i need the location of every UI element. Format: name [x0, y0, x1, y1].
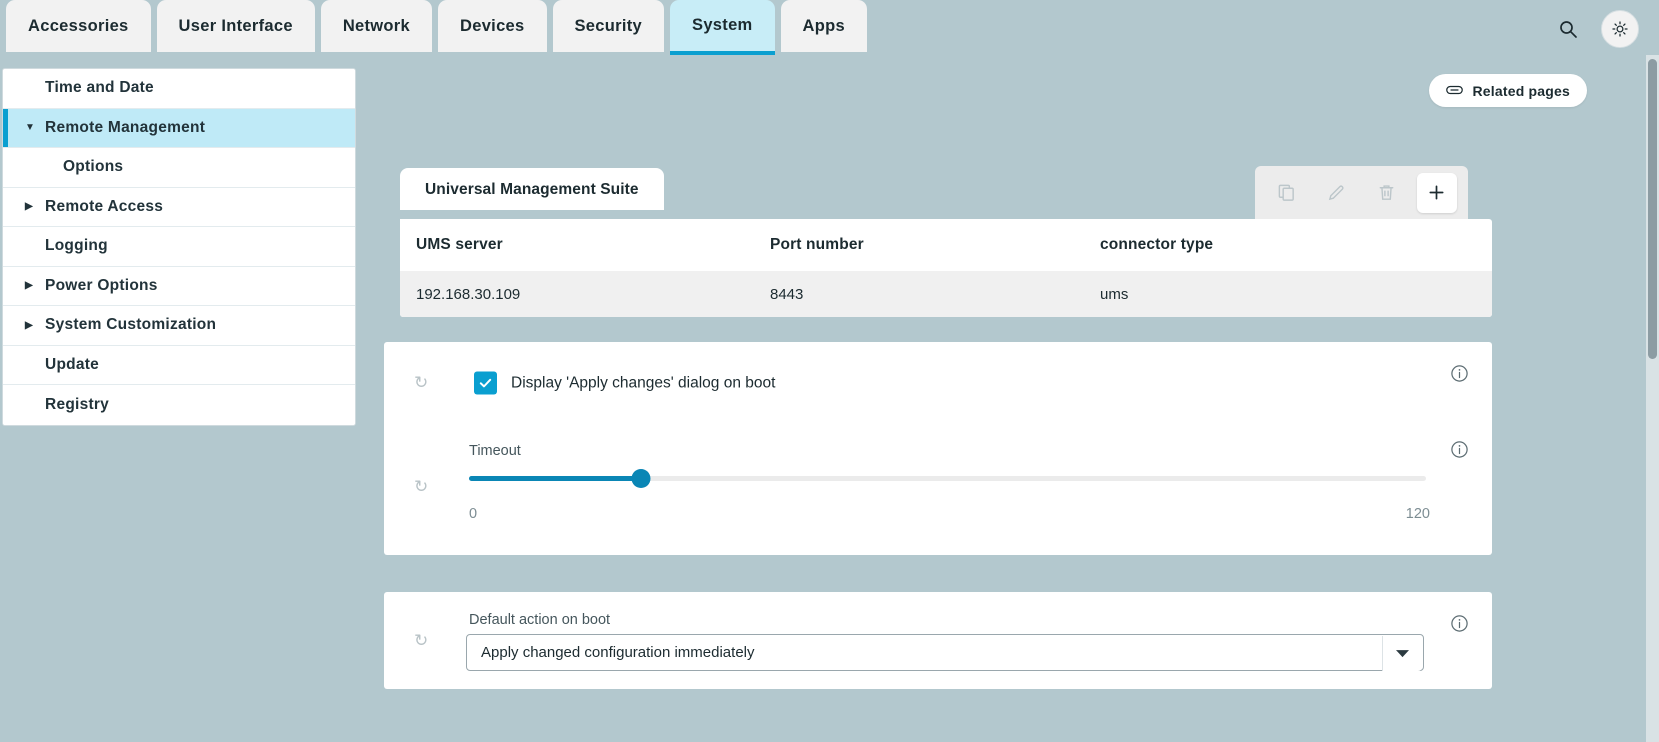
- sidebar-item-remote-access[interactable]: ▶ Remote Access: [3, 187, 355, 227]
- chevron-right-icon[interactable]: ▶: [25, 201, 33, 213]
- sidebar-item-system-customization[interactable]: ▶ System Customization: [3, 306, 355, 346]
- slider-track[interactable]: [469, 476, 1426, 481]
- panel-tab-strip: Universal Management Suite: [400, 168, 664, 210]
- column-header-connector-type: connector type: [1100, 236, 1214, 253]
- setting-card-timeout: ↻ Timeout 0 120: [384, 418, 1492, 555]
- sidebar-item-label: Remote Management: [45, 118, 206, 136]
- sidebar-item-label: Power Options: [45, 276, 158, 294]
- timeout-label: Timeout: [469, 443, 521, 459]
- tab-system[interactable]: System: [670, 0, 775, 55]
- reset-icon[interactable]: ↻: [414, 630, 429, 650]
- tab-accessories[interactable]: Accessories: [6, 0, 151, 52]
- related-pages-label: Related pages: [1472, 82, 1570, 99]
- pencil-icon[interactable]: [1316, 173, 1356, 213]
- display-apply-changes-checkbox[interactable]: [474, 371, 497, 395]
- column-header-ums-server: UMS server: [416, 236, 503, 253]
- slider-min-label: 0: [469, 506, 478, 522]
- sidebar-item-label: System Customization: [45, 316, 217, 334]
- sidebar-item-time-and-date[interactable]: Time and Date: [3, 69, 355, 109]
- sidebar-item-options[interactable]: Options: [3, 148, 355, 188]
- plus-icon[interactable]: [1416, 172, 1457, 213]
- column-header-port-number: Port number: [770, 236, 864, 253]
- main-tab-bar: Accessories User Interface Network Devices S…: [0, 0, 1659, 55]
- vertical-scrollbar[interactable]: [1646, 55, 1659, 742]
- slider-thumb[interactable]: [631, 469, 651, 488]
- info-icon[interactable]: [1450, 440, 1469, 464]
- sidebar-item-update[interactable]: Update: [3, 345, 355, 385]
- default-action-label: Default action on boot: [469, 612, 611, 628]
- reset-icon[interactable]: ↻: [414, 476, 429, 496]
- slider-fill: [469, 476, 642, 481]
- info-icon[interactable]: [1450, 364, 1469, 388]
- reset-icon[interactable]: ↻: [414, 373, 429, 392]
- tab-apps[interactable]: Apps: [780, 0, 867, 52]
- scrollbar-thumb[interactable]: [1648, 59, 1657, 359]
- setting-card-default-action: ↻ Default action on boot Apply changed c…: [384, 592, 1492, 689]
- trash-icon[interactable]: [1367, 173, 1407, 213]
- cell-port-number: 8443: [770, 285, 804, 303]
- table-row[interactable]: 192.168.30.109 8443 ums: [400, 271, 1492, 317]
- sidebar-item-label: Registry: [45, 395, 110, 413]
- tab-devices[interactable]: Devices: [438, 0, 547, 52]
- main-content: Universal Management Suite: [384, 68, 1659, 742]
- chevron-down-icon[interactable]: [1382, 636, 1422, 671]
- timeout-slider[interactable]: [469, 469, 1426, 488]
- slider-max-label: 120: [1405, 506, 1430, 522]
- chevron-right-icon[interactable]: ▶: [25, 319, 33, 331]
- sidebar-item-label: Logging: [45, 237, 108, 255]
- setting-card-display-apply-changes: ↻ Display 'Apply changes' dialog on boot: [384, 342, 1492, 424]
- ums-table: UMS server Port number connector type 19…: [400, 219, 1492, 317]
- table-toolbar: [1255, 166, 1468, 219]
- sidebar-item-label: Remote Access: [45, 197, 164, 215]
- user-settings-icon[interactable]: [1601, 10, 1639, 48]
- cell-connector-type: ums: [1100, 285, 1129, 303]
- cell-ums-server: 192.168.30.109: [416, 285, 521, 303]
- sidebar-item-logging[interactable]: Logging: [3, 227, 355, 267]
- chevron-right-icon[interactable]: ▶: [25, 280, 33, 292]
- sidebar-item-label: Update: [45, 355, 100, 373]
- table-header-row: UMS server Port number connector type: [400, 219, 1492, 271]
- copy-icon[interactable]: [1266, 173, 1306, 213]
- header-controls: [1551, 10, 1639, 48]
- sidebar-item-power-options[interactable]: ▶ Power Options: [3, 266, 355, 306]
- sidebar-item-label: Options: [63, 158, 124, 176]
- settings-sidebar: Time and Date ▼ Remote Management Options ▶ R…: [2, 68, 356, 426]
- sidebar-item-registry[interactable]: Registry: [3, 385, 355, 425]
- link-icon: [1446, 83, 1464, 99]
- checkbox-row: Display 'Apply changes' dialog on boot: [474, 371, 776, 395]
- tab-network[interactable]: Network: [320, 0, 433, 52]
- chevron-down-icon[interactable]: ▼: [25, 122, 36, 134]
- panel-tab-ums[interactable]: Universal Management Suite: [400, 168, 664, 210]
- tab-user-interface[interactable]: User Interface: [156, 0, 315, 52]
- search-icon[interactable]: [1551, 12, 1585, 46]
- related-pages-button[interactable]: Related pages: [1429, 74, 1587, 107]
- default-action-value: Apply changed configuration immediately: [481, 644, 755, 661]
- checkbox-label: Display 'Apply changes' dialog on boot: [511, 374, 776, 391]
- sidebar-item-remote-management[interactable]: ▼ Remote Management: [3, 108, 355, 148]
- tab-security[interactable]: Security: [552, 0, 665, 52]
- info-icon[interactable]: [1450, 614, 1469, 638]
- default-action-select[interactable]: Apply changed configuration immediately: [466, 634, 1424, 671]
- sidebar-item-label: Time and Date: [45, 79, 154, 97]
